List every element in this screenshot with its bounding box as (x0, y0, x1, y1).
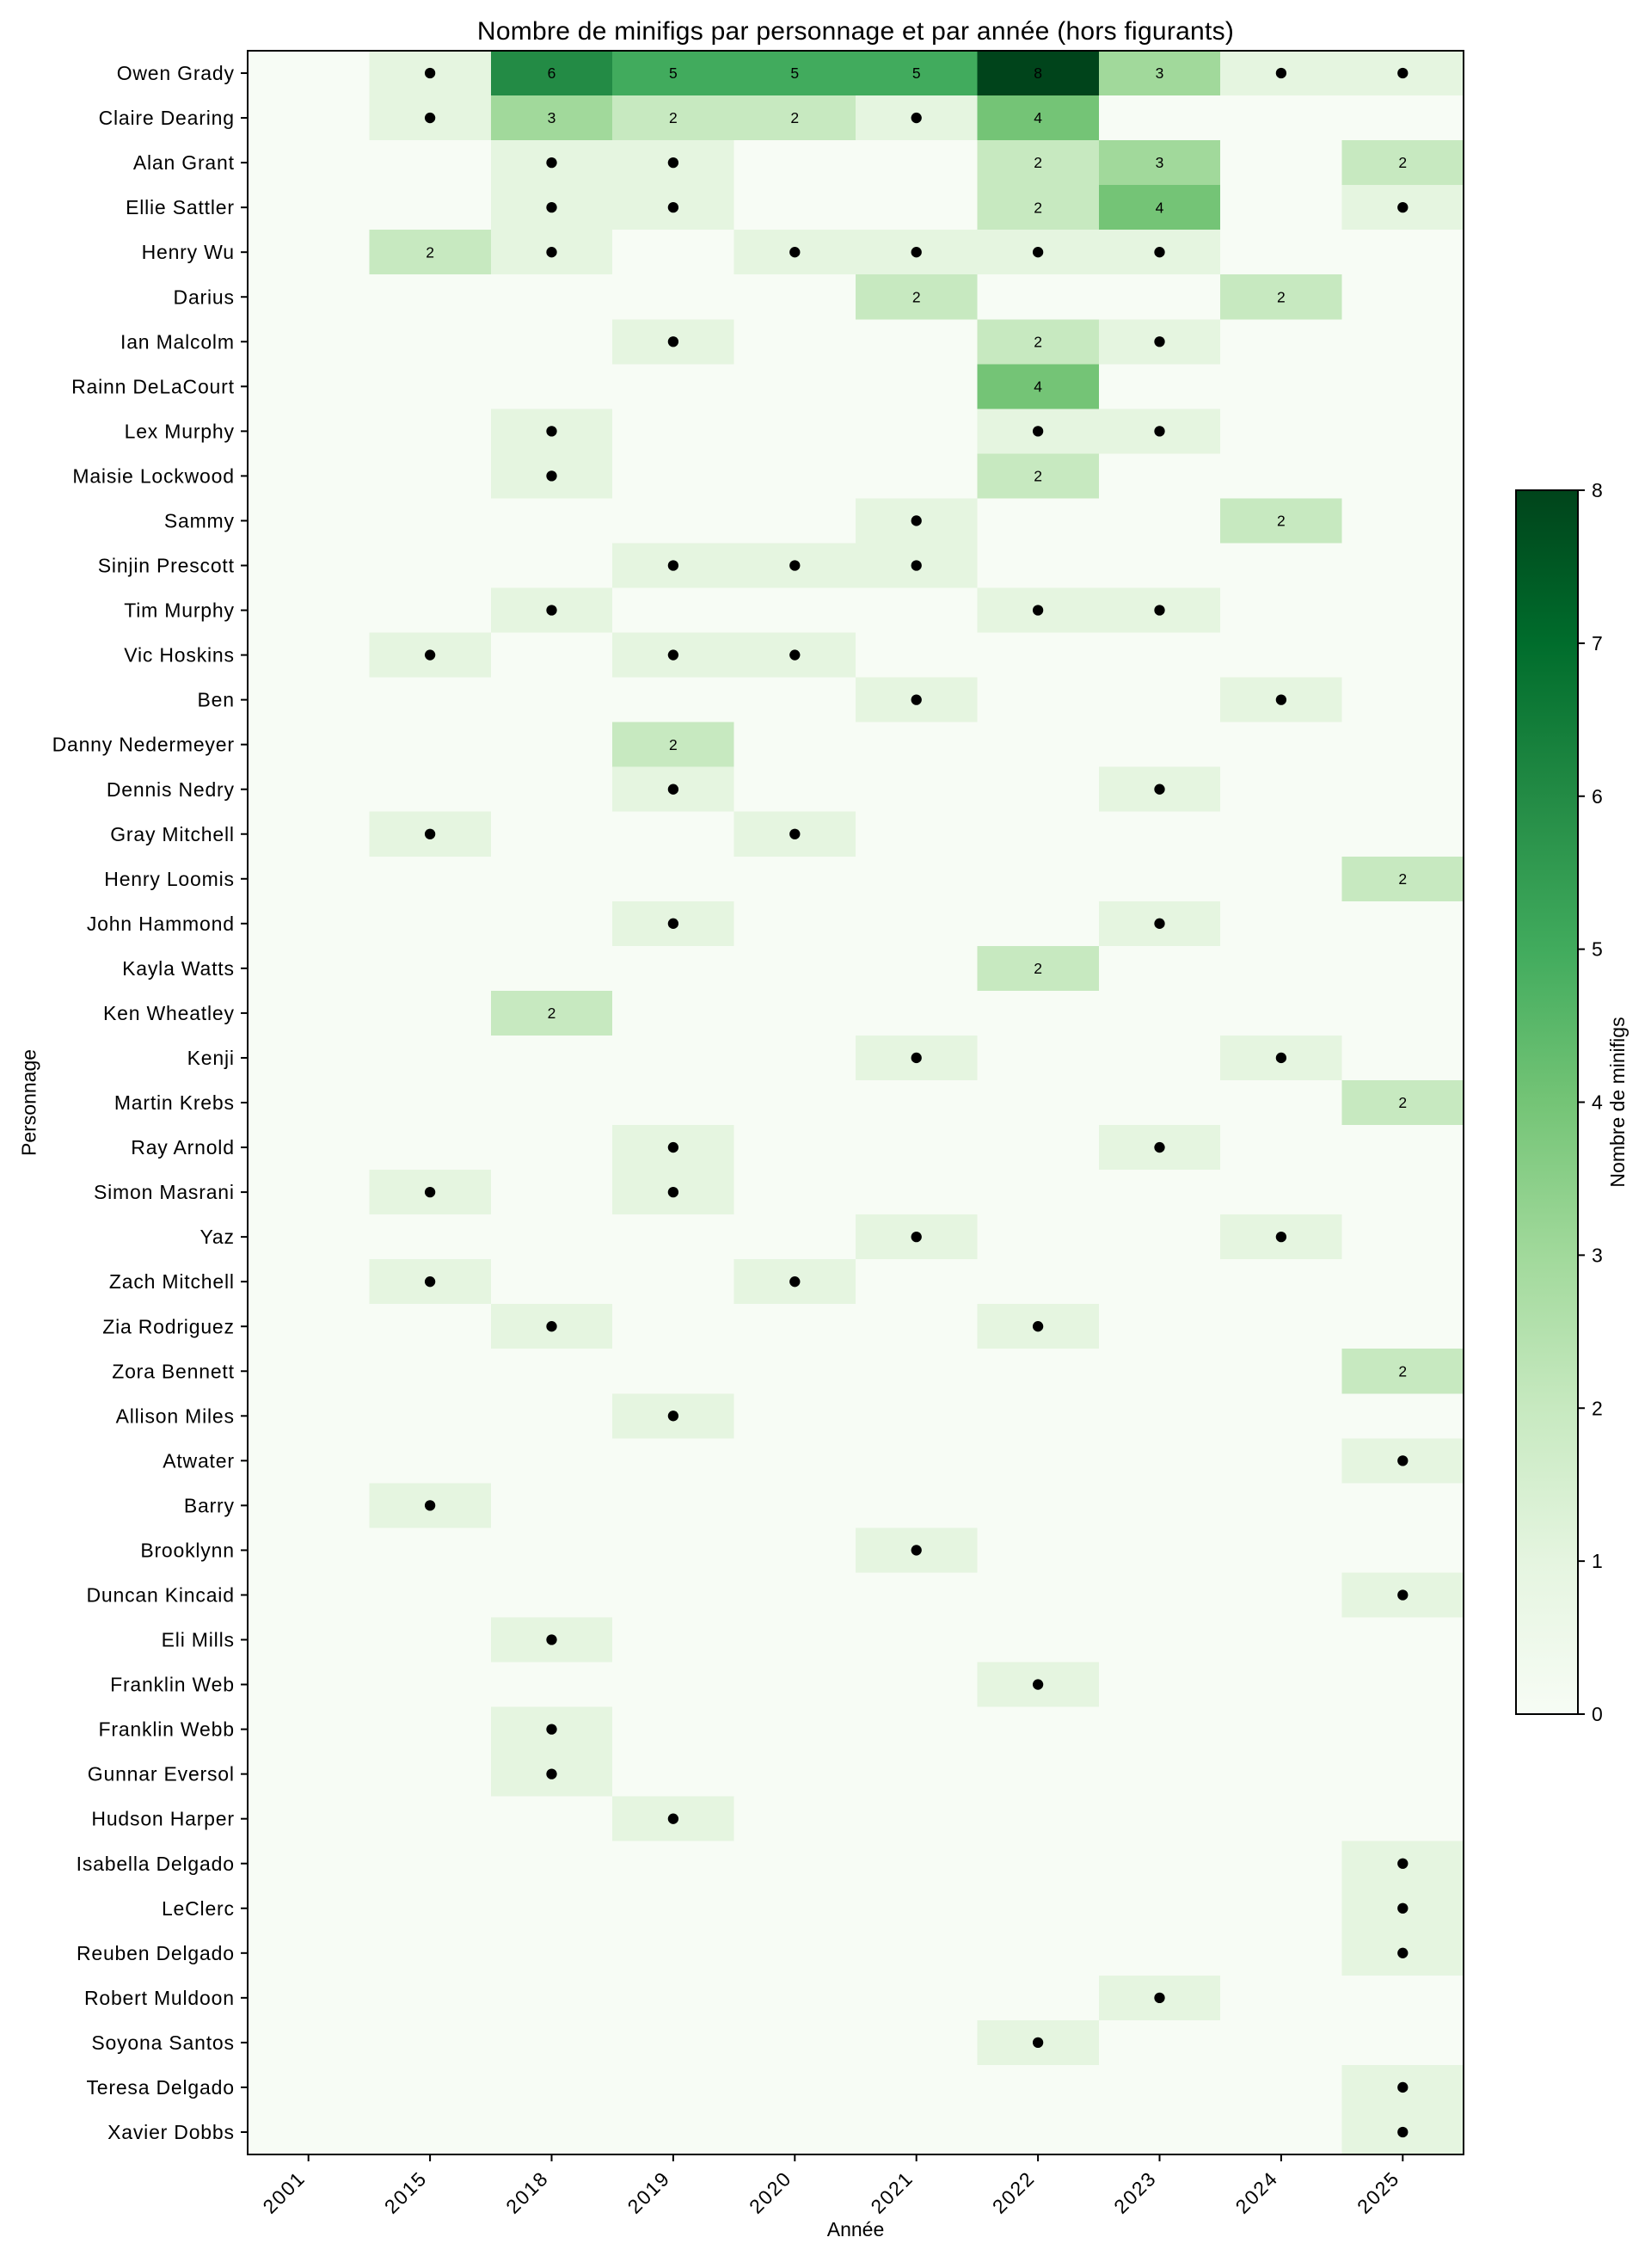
svg-text:2: 2 (1592, 1397, 1603, 1419)
svg-text:Gunnar Eversol: Gunnar Eversol (88, 1763, 235, 1786)
svg-text:2: 2 (912, 288, 921, 305)
svg-text:3: 3 (548, 109, 556, 126)
svg-text:Rainn DeLaCourt: Rainn DeLaCourt (71, 375, 235, 397)
svg-text:Brooklynn: Brooklynn (140, 1539, 234, 1561)
svg-text:5: 5 (1592, 938, 1603, 961)
svg-text:4: 4 (1592, 1091, 1603, 1114)
svg-text:6: 6 (1592, 785, 1603, 808)
svg-text:0: 0 (1592, 1703, 1603, 1725)
svg-text:Robert Muldoon: Robert Muldoon (84, 1987, 235, 2009)
svg-text:Sinjin Prescott: Sinjin Prescott (98, 555, 235, 577)
svg-text:Teresa Delgado: Teresa Delgado (86, 2076, 234, 2099)
svg-text:2: 2 (1277, 288, 1286, 305)
svg-text:3: 3 (1592, 1244, 1603, 1266)
svg-text:Zora Bennett: Zora Bennett (112, 1360, 235, 1382)
svg-text:Zach Mitchell: Zach Mitchell (109, 1270, 235, 1293)
svg-text:Dennis Nedry: Dennis Nedry (107, 778, 235, 801)
svg-text:2: 2 (426, 243, 434, 261)
svg-text:2: 2 (669, 736, 678, 753)
svg-text:Alan Grant: Alan Grant (133, 151, 235, 174)
svg-text:Reuben Delgado: Reuben Delgado (77, 1942, 235, 1964)
svg-text:Maisie Lockwood: Maisie Lockwood (72, 464, 234, 487)
svg-text:Henry Wu: Henry Wu (142, 241, 235, 263)
svg-text:Darius: Darius (174, 286, 235, 308)
svg-text:Nombre de minifigs par personn: Nombre de minifigs par personnage et par… (477, 17, 1234, 46)
svg-text:5: 5 (912, 65, 921, 82)
svg-text:LeClerc: LeClerc (162, 1897, 235, 1920)
svg-text:Kenji: Kenji (187, 1047, 235, 1069)
svg-text:2: 2 (1034, 199, 1042, 216)
svg-text:Danny Nedermeyer: Danny Nedermeyer (52, 734, 235, 756)
svg-text:2: 2 (1398, 154, 1407, 171)
svg-text:2: 2 (1398, 1362, 1407, 1380)
svg-text:Soyona Santos: Soyona Santos (91, 2031, 234, 2054)
svg-text:Kayla Watts: Kayla Watts (122, 957, 235, 980)
svg-text:4: 4 (1156, 199, 1164, 216)
svg-text:8: 8 (1592, 479, 1603, 501)
svg-text:Personnage: Personnage (18, 1049, 40, 1156)
svg-text:Xavier Dobbs: Xavier Dobbs (107, 2121, 235, 2143)
svg-text:Simon Masrani: Simon Masrani (94, 1181, 235, 1203)
svg-text:Eli Mills: Eli Mills (162, 1629, 235, 1651)
svg-text:3: 3 (1156, 65, 1164, 82)
svg-text:Atwater: Atwater (163, 1449, 235, 1472)
svg-text:Yaz: Yaz (199, 1226, 234, 1248)
svg-text:Duncan Kincaid: Duncan Kincaid (86, 1584, 234, 1607)
svg-text:2: 2 (1034, 333, 1042, 350)
svg-text:Vic Hoskins: Vic Hoskins (124, 644, 235, 667)
svg-text:7: 7 (1592, 632, 1603, 655)
svg-text:Ken Wheatley: Ken Wheatley (103, 1002, 235, 1024)
svg-text:2: 2 (1277, 513, 1286, 530)
svg-text:Hudson Harper: Hudson Harper (91, 1808, 234, 1830)
svg-text:4: 4 (1034, 109, 1042, 126)
svg-text:Franklin Web: Franklin Web (110, 1674, 235, 1696)
svg-text:Isabella Delgado: Isabella Delgado (77, 1853, 235, 1875)
svg-text:5: 5 (669, 65, 678, 82)
svg-text:Henry Loomis: Henry Loomis (104, 868, 235, 890)
svg-text:Ben: Ben (197, 689, 234, 711)
svg-text:Ellie Sattler: Ellie Sattler (126, 196, 235, 218)
svg-text:Allison Miles: Allison Miles (116, 1404, 235, 1427)
svg-text:Ian Malcolm: Ian Malcolm (120, 330, 235, 353)
svg-text:2: 2 (548, 1005, 556, 1022)
svg-text:Tim Murphy: Tim Murphy (124, 599, 235, 622)
svg-text:2: 2 (669, 109, 678, 126)
svg-text:2: 2 (1398, 1094, 1407, 1111)
svg-text:6: 6 (548, 65, 556, 82)
svg-text:8: 8 (1034, 65, 1042, 82)
svg-text:Martin Krebs: Martin Krebs (114, 1091, 235, 1114)
svg-text:Ray Arnold: Ray Arnold (131, 1136, 235, 1159)
svg-text:Sammy: Sammy (164, 510, 235, 532)
svg-text:Nombre de minifigs: Nombre de minifigs (1606, 1017, 1629, 1187)
svg-text:5: 5 (790, 65, 799, 82)
svg-text:John Hammond: John Hammond (87, 913, 235, 935)
svg-text:2: 2 (1034, 154, 1042, 171)
svg-text:Lex Murphy: Lex Murphy (125, 420, 235, 442)
svg-text:Barry: Barry (184, 1494, 235, 1516)
svg-text:4: 4 (1034, 378, 1042, 395)
svg-text:Année: Année (827, 2218, 885, 2240)
svg-text:1: 1 (1592, 1550, 1603, 1572)
svg-text:2: 2 (1034, 960, 1042, 977)
svg-text:Franklin Webb: Franklin Webb (99, 1718, 235, 1741)
svg-text:3: 3 (1156, 154, 1164, 171)
svg-text:Zia Rodriguez: Zia Rodriguez (102, 1315, 235, 1337)
svg-text:2: 2 (1034, 468, 1042, 485)
svg-text:2: 2 (790, 109, 799, 126)
svg-text:Owen Grady: Owen Grady (117, 62, 235, 84)
svg-text:Gray Mitchell: Gray Mitchell (110, 823, 235, 845)
svg-text:Claire Dearing: Claire Dearing (99, 107, 235, 129)
svg-text:2: 2 (1398, 870, 1407, 888)
